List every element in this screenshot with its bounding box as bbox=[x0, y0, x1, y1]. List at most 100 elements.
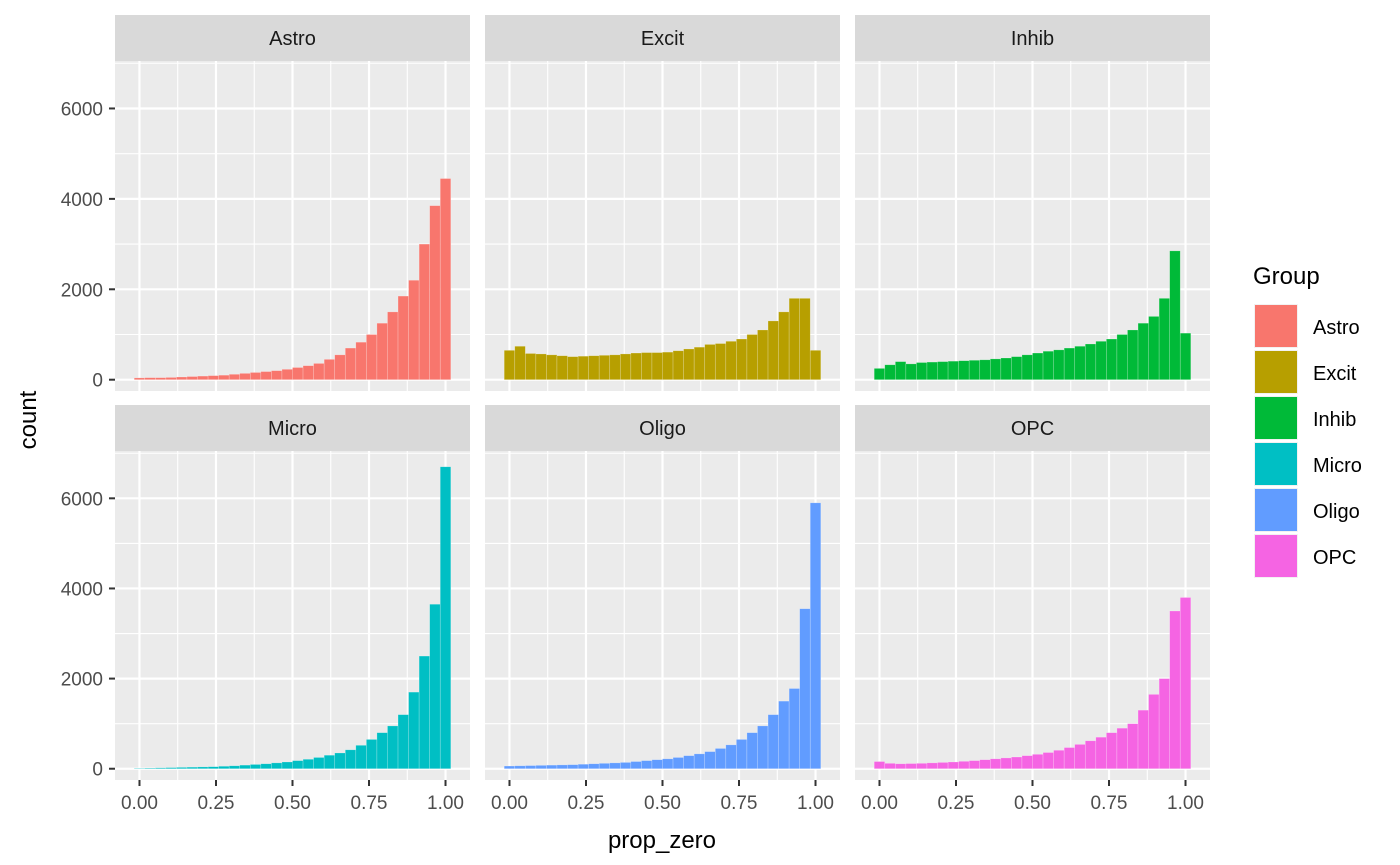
histogram-bar bbox=[704, 344, 716, 380]
facet-astro: Astro bbox=[115, 15, 470, 391]
histogram-bar bbox=[397, 714, 409, 770]
facet-opc: OPC bbox=[855, 405, 1210, 780]
histogram-bar bbox=[799, 608, 811, 770]
y-tick-label: 0 bbox=[92, 371, 103, 392]
histogram-bar bbox=[355, 744, 367, 770]
histogram-bar bbox=[260, 763, 272, 770]
histogram-bar bbox=[292, 760, 304, 770]
histogram-bar bbox=[926, 762, 938, 770]
histogram-bar bbox=[788, 688, 800, 770]
histogram-bar bbox=[556, 764, 568, 770]
facet-strip bbox=[115, 15, 470, 61]
histogram-bar bbox=[514, 345, 526, 380]
histogram-bar bbox=[1053, 349, 1065, 380]
x-axis-title: prop_zero bbox=[608, 827, 716, 854]
facet-panels: Astro Excit Inhib Micro Oligo OPC bbox=[115, 15, 1210, 780]
facet-strip bbox=[485, 15, 840, 61]
histogram-bar bbox=[577, 763, 589, 770]
legend-label: Inhib bbox=[1313, 409, 1356, 431]
y-axis-title: count bbox=[15, 390, 42, 449]
histogram-bar bbox=[334, 354, 346, 380]
histogram-bar bbox=[662, 758, 674, 770]
histogram-bar bbox=[947, 761, 959, 770]
histogram-bar bbox=[271, 370, 283, 380]
x-tick-label: 1.00 bbox=[1167, 793, 1204, 814]
histogram-bar bbox=[1179, 597, 1192, 770]
histogram-bar bbox=[387, 725, 399, 770]
histogram-bar bbox=[556, 355, 568, 380]
histogram-bar bbox=[577, 355, 589, 380]
histogram-bar bbox=[186, 766, 198, 770]
histogram-bar bbox=[218, 765, 230, 770]
histogram-bar bbox=[1148, 316, 1160, 380]
histogram-bar bbox=[376, 732, 388, 770]
histogram-bar bbox=[176, 376, 188, 380]
histogram-bar bbox=[989, 758, 1002, 770]
histogram-bar bbox=[736, 338, 748, 380]
histogram-bar bbox=[1063, 347, 1076, 380]
histogram-bar bbox=[693, 346, 706, 380]
legend-label: Astro bbox=[1313, 317, 1360, 339]
histogram-bar bbox=[916, 362, 928, 380]
histogram-bar bbox=[546, 764, 558, 770]
facet-inhib: Inhib bbox=[855, 15, 1210, 391]
histogram-bar bbox=[714, 343, 727, 380]
histogram-bar bbox=[366, 739, 378, 770]
y-tick-label: 4000 bbox=[61, 190, 103, 211]
histogram-bar bbox=[1042, 350, 1054, 380]
histogram-bar bbox=[1000, 757, 1012, 770]
histogram-bar bbox=[672, 350, 684, 380]
histogram-bar bbox=[1000, 357, 1012, 380]
histogram-bar bbox=[968, 359, 981, 380]
histogram-bar bbox=[1158, 298, 1170, 380]
histogram-bar bbox=[641, 352, 653, 380]
histogram-bar bbox=[1011, 756, 1023, 770]
y-tick-label: 2000 bbox=[61, 670, 103, 691]
histogram-bar bbox=[567, 356, 579, 380]
histogram-bar bbox=[155, 767, 167, 770]
histogram-bar bbox=[672, 757, 684, 770]
histogram-bar bbox=[757, 725, 769, 770]
histogram-bar bbox=[1179, 332, 1192, 380]
histogram-bar bbox=[207, 766, 219, 770]
axes: 0 2000 4000 6000 0 2000 4000 6000 0.00 0.25 0.50 0.… bbox=[61, 99, 1204, 814]
facet-strip-label: Inhib bbox=[1011, 28, 1054, 50]
histogram-bar bbox=[809, 350, 822, 380]
histogram-bar bbox=[1106, 732, 1118, 770]
histogram-bar bbox=[1148, 694, 1160, 770]
facet-strip bbox=[485, 405, 840, 451]
histogram-bar bbox=[609, 354, 621, 380]
histogram-bar bbox=[809, 502, 822, 770]
x-tick-label: 0.25 bbox=[567, 793, 604, 814]
x-tick-label: 0.00 bbox=[491, 793, 528, 814]
histogram-bar bbox=[176, 767, 188, 770]
histogram-bar bbox=[292, 367, 304, 380]
y-tick-label: 2000 bbox=[61, 280, 103, 301]
histogram-bar bbox=[979, 359, 991, 380]
histogram-bar bbox=[271, 762, 283, 770]
histogram-bar bbox=[397, 295, 409, 380]
histogram-bar bbox=[1106, 338, 1118, 380]
histogram-bar bbox=[1011, 356, 1023, 380]
histogram-bar bbox=[239, 373, 251, 380]
histogram-bar bbox=[334, 752, 346, 770]
x-tick-label: 0.50 bbox=[274, 793, 311, 814]
histogram-bar bbox=[260, 371, 272, 380]
histogram-bar bbox=[228, 765, 241, 770]
x-tick-label: 0.25 bbox=[937, 793, 974, 814]
histogram-bar bbox=[503, 765, 516, 770]
histogram-bar bbox=[546, 354, 558, 380]
histogram-bar bbox=[619, 353, 632, 380]
histogram-bar bbox=[525, 353, 537, 380]
y-tick-label: 6000 bbox=[61, 99, 103, 120]
histogram-bar bbox=[736, 739, 748, 770]
histogram-bar bbox=[133, 377, 146, 380]
histogram-bar bbox=[916, 763, 928, 770]
facet-strip-label: Oligo bbox=[639, 418, 686, 440]
histogram-bar bbox=[418, 655, 430, 770]
legend-key-swatch bbox=[1255, 443, 1297, 485]
histogram-bar bbox=[588, 763, 600, 770]
histogram-bar bbox=[884, 763, 896, 770]
x-tick-label: 1.00 bbox=[797, 793, 834, 814]
histogram-bar bbox=[926, 361, 938, 380]
